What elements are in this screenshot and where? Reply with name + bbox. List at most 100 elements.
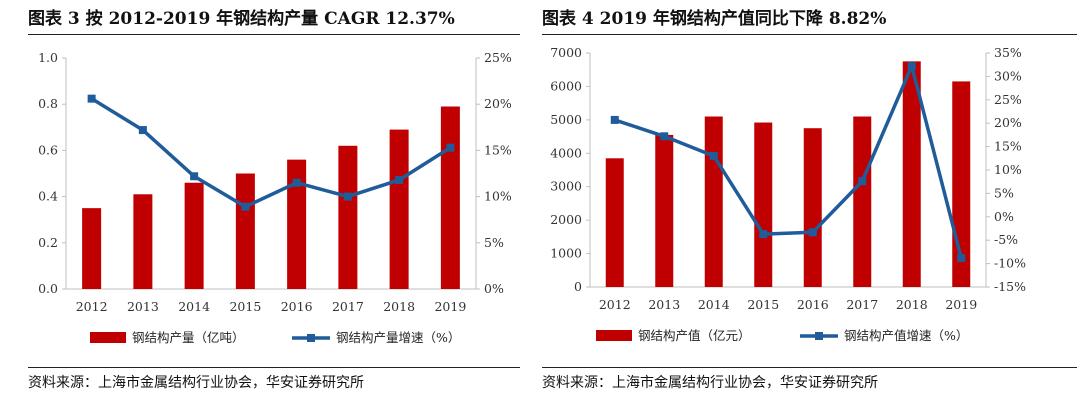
legend-line-marker bbox=[815, 332, 823, 340]
x-tick-label: 2013 bbox=[648, 297, 680, 312]
line-marker bbox=[957, 254, 966, 263]
line-marker bbox=[395, 175, 404, 184]
source-rule bbox=[28, 367, 520, 368]
right-tick-label: 15% bbox=[994, 139, 1022, 154]
right-tick-label: 10% bbox=[994, 162, 1022, 177]
bar bbox=[82, 208, 102, 289]
chart-title: 图表 3 按 2012-2019 年钢结构产量 CAGR 12.37% bbox=[28, 9, 455, 29]
x-tick-label: 2014 bbox=[178, 299, 210, 314]
bar bbox=[389, 129, 409, 289]
left-tick-label: 1.0 bbox=[38, 50, 58, 65]
right-tick-label: 5% bbox=[484, 235, 504, 250]
line-marker bbox=[610, 115, 619, 124]
line-marker bbox=[190, 172, 199, 181]
left-tick-label: 0.6 bbox=[38, 142, 58, 157]
x-tick-label: 2015 bbox=[747, 297, 779, 312]
right-tick-label: 30% bbox=[994, 68, 1022, 83]
bar bbox=[184, 182, 204, 289]
legend-line-label: 钢结构产值增速（%） bbox=[844, 328, 968, 343]
bar bbox=[704, 116, 723, 287]
x-tick-label: 2019 bbox=[945, 297, 977, 312]
right-tick-label: -15% bbox=[994, 279, 1026, 294]
x-tick-label: 2013 bbox=[127, 299, 159, 314]
line-marker bbox=[858, 177, 867, 186]
line-marker bbox=[709, 151, 718, 160]
right-tick-label: 20% bbox=[484, 96, 512, 111]
line-marker bbox=[138, 126, 147, 135]
right-tick-label: -10% bbox=[994, 256, 1026, 271]
left-tick-label: 5000 bbox=[550, 112, 582, 127]
line-marker bbox=[446, 143, 455, 152]
bar bbox=[655, 134, 674, 287]
bar bbox=[605, 158, 624, 287]
right-tick-label: 15% bbox=[484, 142, 512, 157]
line-marker bbox=[292, 178, 301, 187]
legend-line-marker bbox=[307, 334, 315, 342]
x-tick-label: 2012 bbox=[76, 299, 108, 314]
legend-line-label: 钢结构产量增速（%） bbox=[336, 330, 460, 345]
title-rule bbox=[542, 34, 1077, 35]
chart-title: 图表 4 2019 年钢结构产值同比下降 8.82% bbox=[542, 9, 887, 29]
line-marker bbox=[343, 192, 352, 201]
line-marker bbox=[907, 62, 916, 71]
chart-panel-production: 图表 3 按 2012-2019 年钢结构产量 CAGR 12.37% 0.0 0… bbox=[0, 0, 530, 416]
left-tick-label: 4000 bbox=[550, 145, 582, 160]
right-tick-label: 0% bbox=[994, 209, 1014, 224]
left-tick-label: 6000 bbox=[550, 78, 582, 93]
bar bbox=[440, 106, 460, 289]
line-marker bbox=[241, 202, 250, 211]
bar bbox=[803, 128, 822, 287]
x-tick-label: 2017 bbox=[846, 297, 878, 312]
right-tick-label: 5% bbox=[994, 185, 1014, 200]
production-chart: 0.0 0.2 0.4 0.6 0.8 1.0 0% 5% 10% 15% 20% 25% 2012 20… bbox=[38, 50, 512, 345]
left-tick-label: 1000 bbox=[550, 246, 582, 261]
growth-line bbox=[614, 64, 963, 259]
left-tick-label: 0.4 bbox=[38, 189, 58, 204]
x-tick-label: 2016 bbox=[281, 299, 313, 314]
x-tick-label: 2015 bbox=[229, 299, 261, 314]
right-tick-label: -5% bbox=[994, 232, 1018, 247]
line-marker bbox=[808, 228, 817, 237]
right-tick-label: 35% bbox=[994, 45, 1022, 60]
bar bbox=[287, 159, 307, 289]
output-value-chart: 0 1000 2000 3000 4000 5000 6000 7000 -15% -10% -5%… bbox=[550, 45, 1026, 343]
bar bbox=[338, 145, 358, 289]
right-tick-label: 25% bbox=[994, 92, 1022, 107]
title-rule bbox=[28, 34, 520, 35]
left-tick-label: 7000 bbox=[550, 45, 582, 60]
left-tick-label: 0 bbox=[574, 279, 582, 294]
left-tick-label: 3000 bbox=[550, 179, 582, 194]
bar bbox=[754, 122, 773, 287]
legend-bar-label: 钢结构产量（亿吨） bbox=[132, 330, 245, 345]
bar bbox=[853, 116, 872, 287]
growth-line bbox=[90, 97, 452, 209]
bar bbox=[902, 61, 921, 287]
right-tick-label: 25% bbox=[484, 50, 512, 65]
source-rule bbox=[542, 367, 1077, 368]
x-tick-label: 2017 bbox=[332, 299, 364, 314]
left-tick-label: 0.0 bbox=[38, 281, 58, 296]
left-tick-label: 0.8 bbox=[38, 96, 58, 111]
source-note: 资料来源：上海市金属结构行业协会，华安证券研究所 bbox=[542, 375, 878, 391]
chart-panel-output-value: 图表 4 2019 年钢结构产值同比下降 8.82% 0 1000 2000 3000… bbox=[538, 0, 1081, 416]
line-marker bbox=[660, 132, 669, 141]
left-tick-label: 2000 bbox=[550, 212, 582, 227]
left-tick-label: 0.2 bbox=[38, 235, 58, 250]
bar bbox=[235, 173, 255, 289]
bar bbox=[133, 194, 153, 289]
line-marker bbox=[759, 230, 768, 239]
line-marker bbox=[87, 94, 96, 103]
x-tick-label: 2012 bbox=[599, 297, 631, 312]
x-tick-label: 2018 bbox=[383, 299, 415, 314]
source-note: 资料来源：上海市金属结构行业协会，华安证券研究所 bbox=[28, 375, 364, 391]
right-tick-label: 10% bbox=[484, 189, 512, 204]
legend-bar-label: 钢结构产值（亿元） bbox=[638, 328, 751, 343]
legend-bar-swatch bbox=[90, 332, 126, 343]
right-tick-label: 0% bbox=[484, 281, 504, 296]
x-tick-label: 2019 bbox=[434, 299, 466, 314]
x-tick-label: 2018 bbox=[896, 297, 928, 312]
legend-bar-swatch bbox=[596, 330, 632, 341]
x-tick-label: 2014 bbox=[698, 297, 730, 312]
x-tick-label: 2016 bbox=[797, 297, 829, 312]
right-tick-label: 20% bbox=[994, 115, 1022, 130]
